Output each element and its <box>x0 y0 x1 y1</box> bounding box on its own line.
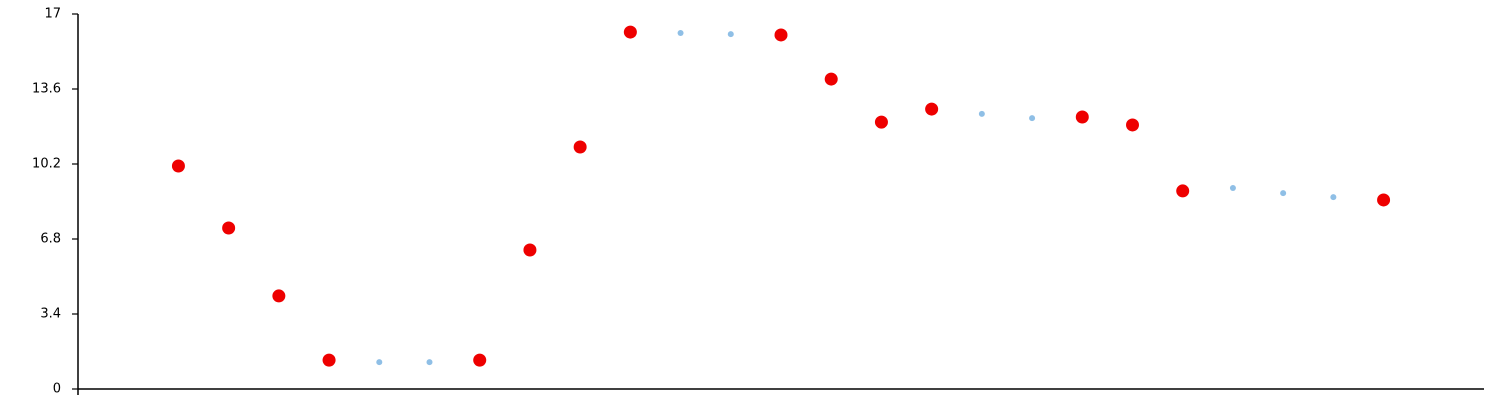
point <box>1176 184 1190 198</box>
point <box>824 72 838 86</box>
point <box>1029 115 1036 122</box>
point <box>1126 118 1139 132</box>
y-tick-label: 6.8 <box>40 232 61 247</box>
point <box>272 289 286 303</box>
point <box>222 221 236 235</box>
y-tick-label: 17 <box>44 7 61 22</box>
point <box>426 359 433 366</box>
point <box>1330 194 1337 201</box>
y-tick-label: 13.6 <box>32 82 61 97</box>
point <box>322 353 336 367</box>
point <box>925 102 939 116</box>
point <box>727 31 734 38</box>
point <box>171 159 185 173</box>
y-tick-label: 3.4 <box>40 307 61 322</box>
point <box>623 25 637 39</box>
point <box>523 243 537 257</box>
point <box>774 28 788 42</box>
point <box>978 110 985 117</box>
point <box>1229 185 1236 192</box>
point <box>677 29 684 36</box>
point <box>1377 193 1391 207</box>
y-tick-label: 10.2 <box>32 157 61 172</box>
point <box>473 353 487 367</box>
point <box>1075 110 1089 124</box>
y-tick-label: 0 <box>53 382 61 397</box>
point <box>376 359 383 366</box>
point <box>874 115 888 129</box>
point <box>1280 190 1287 197</box>
point <box>573 140 587 154</box>
